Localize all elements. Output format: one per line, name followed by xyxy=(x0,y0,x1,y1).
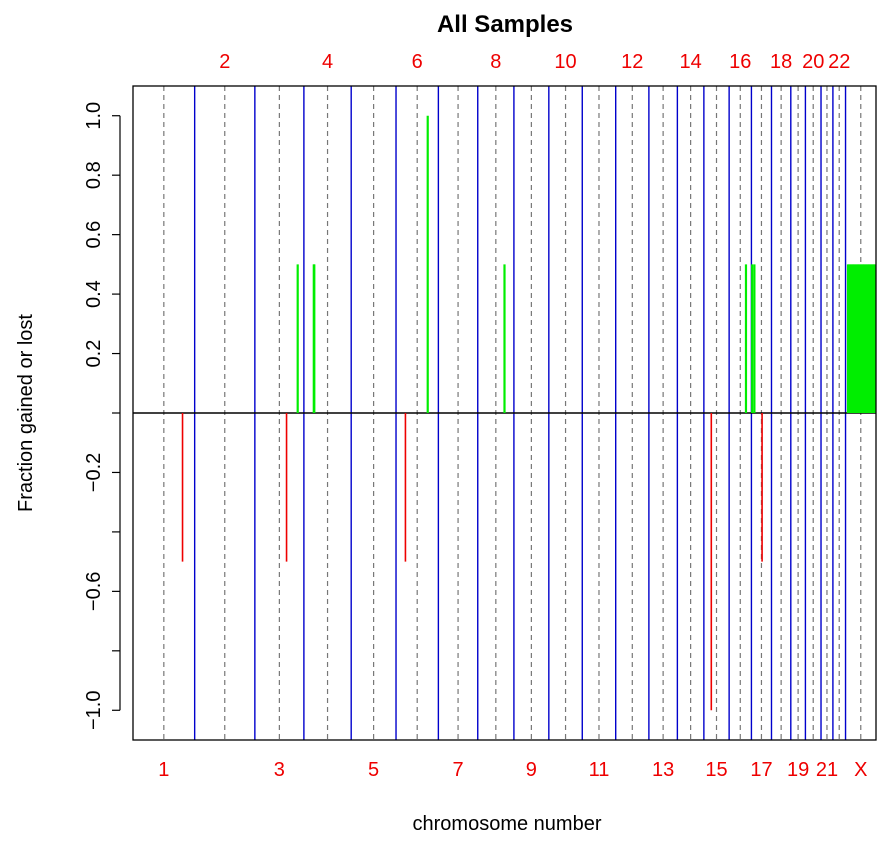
y-tick-label-2: 0.6 xyxy=(83,221,105,249)
plot-frame xyxy=(132,85,877,741)
chromosome-label-3: 3 xyxy=(274,759,285,781)
y-axis-label: Fraction gained or lost xyxy=(15,314,37,512)
chromosome-label-19: 19 xyxy=(787,759,809,781)
chromosome-label-X: X xyxy=(854,759,867,781)
chromosome-label-20: 20 xyxy=(802,51,824,73)
chromosome-label-14: 14 xyxy=(679,51,701,73)
y-tick-label-3: 0.4 xyxy=(83,280,105,308)
chromosome-label-9: 9 xyxy=(526,759,537,781)
y-tick-label-6: −0.2 xyxy=(83,453,105,492)
chromosome-label-8: 8 xyxy=(490,51,501,73)
chromosome-label-6: 6 xyxy=(412,51,423,73)
chromosome-label-13: 13 xyxy=(652,759,674,781)
chromosome-label-22: 22 xyxy=(828,51,850,73)
chromosome-label-10: 10 xyxy=(554,51,576,73)
y-tick-label-4: 0.2 xyxy=(83,340,105,368)
chromosome-label-16: 16 xyxy=(729,51,751,73)
chromosome-label-5: 5 xyxy=(368,759,379,781)
chromosome-label-7: 7 xyxy=(453,759,464,781)
plot-area xyxy=(133,86,877,740)
chromosome-label-18: 18 xyxy=(770,51,792,73)
y-tick-label-10: −1.0 xyxy=(83,691,105,730)
chromosome-label-12: 12 xyxy=(621,51,643,73)
chromosome-label-1: 1 xyxy=(158,759,169,781)
y-axis: 1.0 0.8 0.6 0.4 0.2 −0.2 −0.6 −1.0 xyxy=(83,102,121,730)
chromosome-label-21: 21 xyxy=(816,759,838,781)
y-tick-label-8: −0.6 xyxy=(83,572,105,611)
x-axis-label: chromosome number xyxy=(413,813,602,835)
chromosome-label-15: 15 xyxy=(705,759,727,781)
y-tick-label-0: 1.0 xyxy=(83,102,105,130)
chart-title: All Samples xyxy=(437,11,573,38)
chromosome-label-17: 17 xyxy=(750,759,772,781)
y-tick-label-1: 0.8 xyxy=(83,161,105,189)
chromosome-label-4: 4 xyxy=(322,51,333,73)
chromosome-label-2: 2 xyxy=(219,51,230,73)
chromosome-label-11: 11 xyxy=(589,759,610,781)
